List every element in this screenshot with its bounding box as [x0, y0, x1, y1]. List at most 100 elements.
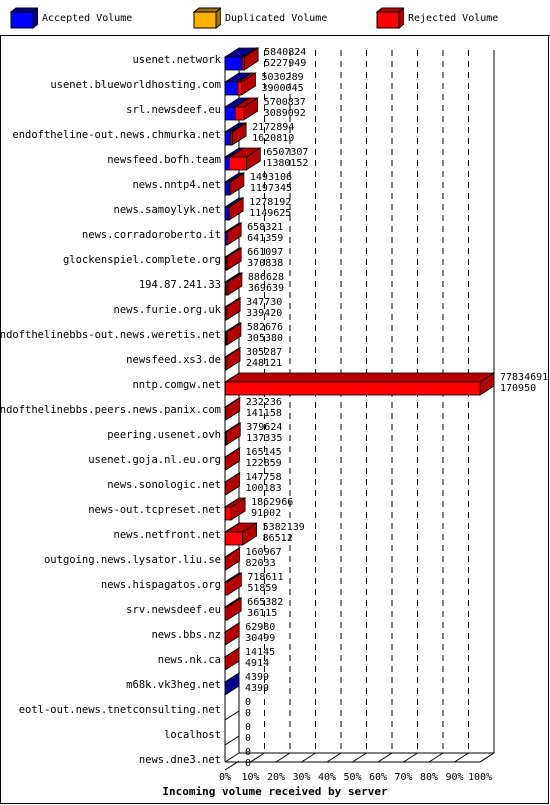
bar-rejected: [234, 106, 245, 121]
total-value-label: 6507307: [266, 147, 308, 158]
bar-accepted: [224, 106, 236, 121]
accepted-value-label: 641359: [247, 233, 283, 244]
total-value-label: 62980: [245, 622, 275, 633]
accepted-value-label: 1620810: [252, 133, 294, 144]
bar-rejected: [224, 531, 244, 546]
total-value-label: 4399: [245, 672, 269, 683]
accepted-value-label: 369639: [248, 283, 284, 294]
category-label: news.hispagatos.org: [101, 579, 221, 591]
bar-zero: [224, 760, 240, 771]
total-value-label: 0: [245, 722, 251, 733]
x-tick-label: 60%: [369, 772, 387, 783]
total-value-label: 305287: [246, 347, 282, 358]
legend-label-accepted: Accepted Volume: [42, 13, 133, 24]
tick-mark: [250, 752, 265, 763]
accepted-value-label: 1149625: [249, 208, 291, 219]
total-value-label: 5030289: [261, 72, 303, 83]
total-value-label: 5840824: [264, 47, 306, 58]
total-value-label: 0: [245, 747, 251, 758]
bar-zero: [224, 710, 240, 721]
tick-mark: [403, 752, 418, 763]
x-tick-label: 50%: [343, 772, 361, 783]
accepted-value-label: 305380: [247, 333, 283, 344]
bar-accepted: [224, 181, 230, 196]
category-label: outgoing.news.lysator.liu.se: [44, 554, 221, 566]
tick-mark: [301, 752, 316, 763]
total-value-label: 347730: [246, 297, 282, 308]
bar-rejected: [229, 131, 233, 146]
accepted-value-label: 0: [245, 758, 251, 769]
total-value-label: 886628: [248, 272, 284, 283]
accepted-value-label: 4399: [245, 683, 269, 694]
accepted-value-label: 4914: [245, 658, 269, 669]
x-tick-label: 80%: [420, 772, 438, 783]
bar-rejected: [225, 256, 228, 271]
accepted-value-label: 91002: [251, 508, 281, 519]
x-tick-label: 30%: [292, 772, 310, 783]
bar-rejected: [225, 331, 228, 346]
accepted-value-label: 339420: [246, 308, 282, 319]
bar-accepted: [224, 56, 243, 71]
category-label: endofthelinebbs.peers.news.panix.com: [0, 404, 221, 416]
total-value-label: 77834691: [500, 372, 548, 383]
category-label: nntp.comgw.net: [132, 379, 221, 391]
category-label: news.dne3.net: [139, 754, 221, 766]
category-label: news.nntp4.net: [132, 179, 221, 191]
bar-rejected: [224, 606, 228, 621]
category-label: news.furie.org.uk: [114, 304, 222, 316]
total-value-label: 2172894: [252, 122, 294, 133]
category-label: news.nk.ca: [158, 654, 221, 666]
accepted-value-label: 141158: [246, 408, 282, 419]
bar-accepted: [224, 81, 239, 96]
accepted-value-label: 100183: [245, 483, 281, 494]
accepted-value-label: 170950: [500, 383, 536, 394]
tick-mark: [479, 752, 495, 763]
legend-divider: [0, 35, 550, 36]
accepted-value-label: 0: [245, 708, 251, 719]
total-value-label: 0: [245, 697, 251, 708]
bar-rejected: [225, 381, 481, 396]
category-label: news.samoylyk.net: [114, 204, 221, 216]
bar-rejected-top: [224, 372, 496, 383]
accepted-value-label: 82033: [246, 558, 276, 569]
x-tick-label: 10%: [241, 772, 259, 783]
bar-accepted: [224, 156, 230, 171]
total-value-label: 1862966: [251, 497, 293, 508]
accepted-value-label: 122859: [246, 458, 282, 469]
accepted-value-label: 0: [245, 733, 251, 744]
total-value-label: 379624: [246, 422, 282, 433]
total-value-label: 160967: [246, 547, 282, 558]
total-value-label: 582676: [247, 322, 283, 333]
category-label: srv.newsdeef.eu: [126, 604, 221, 616]
x-tick-label: 70%: [394, 772, 412, 783]
accepted-value-label: 5227949: [264, 58, 306, 69]
bar-rejected: [225, 431, 227, 446]
category-label: news.netfront.net: [114, 529, 221, 541]
legend-label-duplicated: Duplicated Volume: [225, 13, 328, 24]
accepted-value-label: 248121: [246, 358, 282, 369]
category-label: news.bbs.nz: [151, 629, 221, 641]
total-value-label: 665382: [247, 597, 283, 608]
category-label: eotl-out.news.tnetconsulting.net: [19, 704, 221, 716]
x-tick-label: 100%: [468, 772, 492, 783]
rejected-swatch-icon: [376, 7, 404, 29]
bar-rejected: [237, 81, 242, 96]
accepted-value-label: 137335: [246, 433, 282, 444]
total-value-label: 661097: [247, 247, 283, 258]
category-label: 194.87.241.33: [139, 279, 221, 291]
category-label: news.sonologic.net: [107, 479, 221, 491]
total-value-label: 1278192: [249, 197, 291, 208]
tick-mark: [224, 752, 240, 763]
tick-mark: [428, 752, 444, 763]
total-value-label: 1493106: [250, 172, 292, 183]
category-label: endofthelinebbs-out.news.weretis.net: [0, 329, 221, 341]
chart-frame: [0, 35, 549, 804]
bar-rejected: [228, 181, 231, 196]
bar-rejected: [225, 281, 229, 296]
total-value-label: 147758: [245, 472, 281, 483]
category-label: m68k.vk3heg.net: [126, 679, 221, 691]
bar-zero: [224, 735, 240, 746]
category-label: localhost: [164, 729, 221, 741]
accepted-value-label: 3900045: [261, 83, 303, 94]
accepted-value-label: 1197345: [250, 183, 292, 194]
